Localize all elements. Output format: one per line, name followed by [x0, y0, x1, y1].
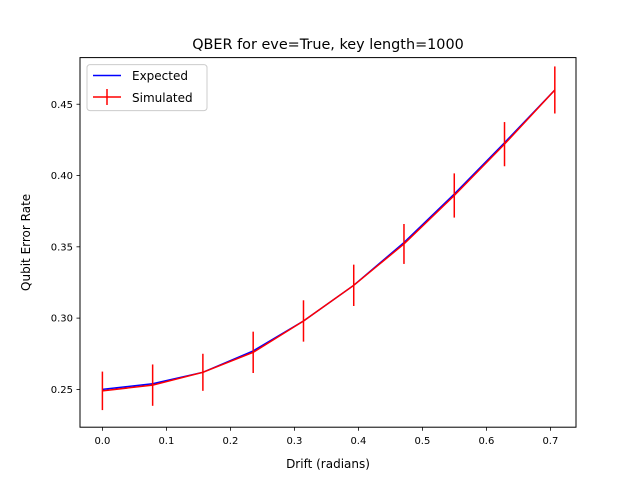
x-tick-label-5: 0.5: [414, 436, 430, 447]
x-tick-label-7: 0.7: [542, 436, 558, 447]
y-axis-label: Qubit Error Rate: [19, 194, 33, 291]
x-tick-label-3: 0.3: [286, 436, 302, 447]
y-tick-label-2: 0.35: [51, 242, 73, 253]
x-tick-label-0: 0.0: [94, 436, 110, 447]
plot-area: [101, 66, 556, 411]
legend-expected-label: Expected: [132, 69, 188, 83]
x-tick-label-2: 0.2: [222, 436, 238, 447]
x-axis-label: Drift (radians): [286, 457, 370, 471]
y-tick-label-3: 0.40: [51, 171, 73, 182]
y-tick-label-0: 0.25: [51, 385, 73, 396]
axis-ticks: 0.0 0.1 0.2 0.3 0.4 0.5 0.6 0.7 0.25 0.30 0.35 0.40…: [51, 100, 559, 447]
axes-frame: [79, 57, 577, 428]
simulated-line: [102, 89, 556, 392]
y-tick-label-1: 0.30: [51, 314, 73, 325]
legend: Expected Simulated: [86, 64, 208, 112]
legend-simulated-label: Simulated: [132, 91, 193, 105]
x-tick-label-6: 0.6: [478, 436, 494, 447]
chart-title: QBER for eve=True, key length=1000: [192, 37, 464, 53]
y-tick-label-4: 0.45: [51, 100, 73, 111]
x-tick-label-1: 0.1: [158, 436, 174, 447]
x-tick-label-4: 0.4: [350, 436, 366, 447]
expected-line: [102, 89, 556, 391]
